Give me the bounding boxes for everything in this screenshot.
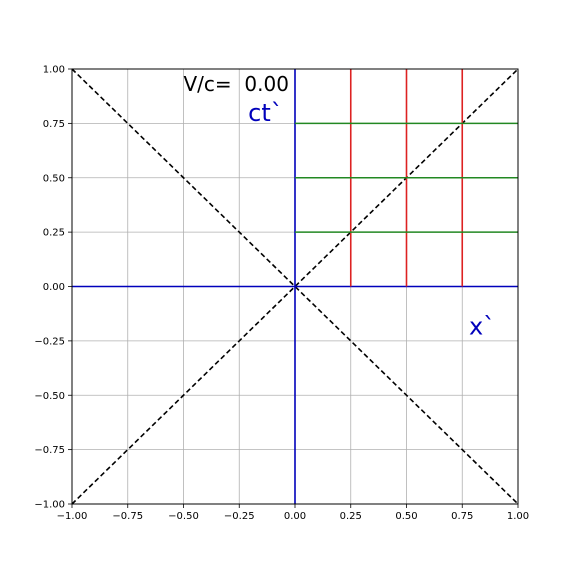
y-tick-label-0: −1.00 <box>34 500 65 511</box>
x-tick-label-2: −0.50 <box>168 511 199 522</box>
x-tick-label-4: 0.00 <box>284 511 306 522</box>
annotation-layer: V/c= 0.00 ct` x` <box>184 72 496 341</box>
x-prime-label: x` <box>469 312 495 340</box>
velocity-label: V/c= 0.00 <box>184 72 289 96</box>
ct-prime-label: ct` <box>248 99 283 127</box>
y-tick-label-5: 0.25 <box>43 228 65 239</box>
x-tick-label-6: 0.50 <box>395 511 417 522</box>
y-tick-label-2: −0.50 <box>34 391 65 402</box>
y-tick-label-7: 0.75 <box>43 119 65 130</box>
x-tick-label-0: −1.00 <box>57 511 88 522</box>
y-tick-label-4: 0.00 <box>43 282 65 293</box>
x-tick-label-8: 1.00 <box>507 511 529 522</box>
y-tick-label-8: 1.00 <box>43 65 65 76</box>
x-tick-label-7: 0.75 <box>451 511 473 522</box>
x-tick-label-5: 0.25 <box>340 511 362 522</box>
y-tick-label-6: 0.50 <box>43 173 65 184</box>
series-layer <box>71 68 519 505</box>
tick-layer: −1.00 −0.75 −0.50 −0.25 0.00 0.25 0.50 0.75 1.00… <box>34 65 529 523</box>
x-tick-label-1: −0.75 <box>112 511 143 522</box>
x-tick-label-3: −0.25 <box>224 511 255 522</box>
y-tick-label-3: −0.25 <box>34 336 65 347</box>
y-tick-label-1: −0.75 <box>34 445 65 456</box>
